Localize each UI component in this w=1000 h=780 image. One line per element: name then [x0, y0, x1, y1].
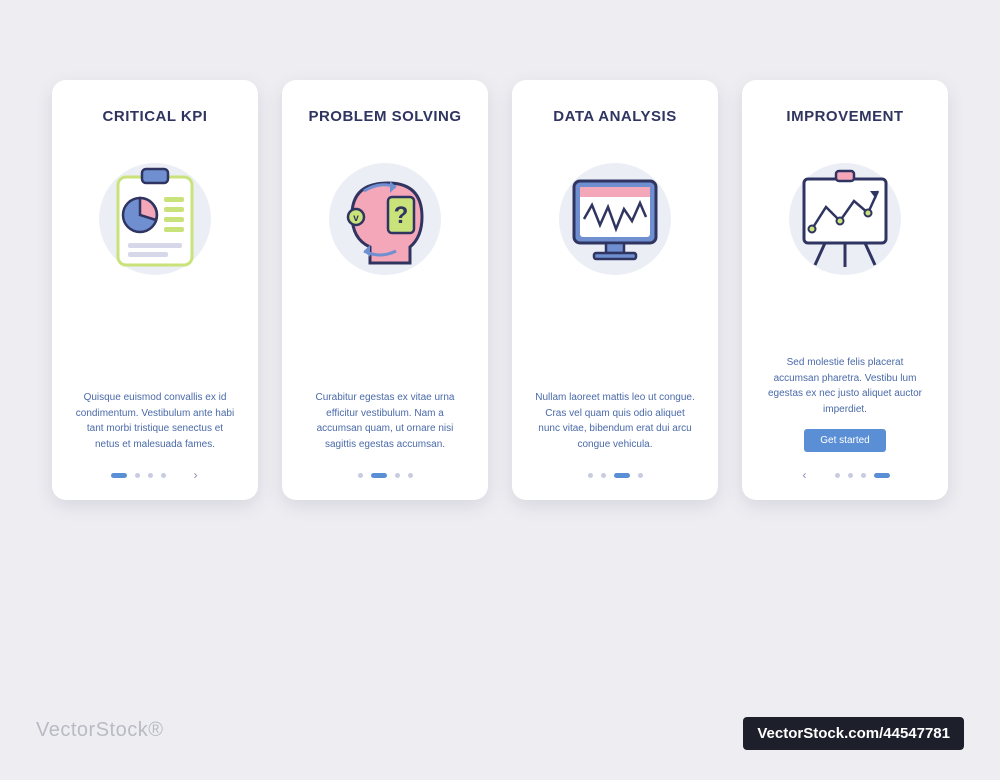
pager — [358, 468, 413, 482]
pager-dot[interactable] — [614, 473, 630, 478]
card-body: Quisque euismod convallis ex id condimen… — [70, 390, 240, 452]
easel-trend-icon — [770, 147, 920, 287]
card-title: CRITICAL KPI — [103, 108, 208, 125]
pager-dot[interactable] — [161, 473, 166, 478]
card-body: Curabitur egestas ex vitae urna efficitu… — [300, 390, 470, 452]
chevron-right-icon[interactable]: › — [192, 469, 200, 481]
pager: › — [111, 468, 200, 482]
card-data-analysis: DATA ANALYSIS Nullam laoreet mattis leo … — [512, 80, 718, 500]
svg-text:?: ? — [394, 202, 409, 229]
pager-dot[interactable] — [835, 473, 840, 478]
pager-dot[interactable] — [874, 473, 890, 478]
onboarding-cards-row: CRITICAL KPI Quisque euismod convallis e… — [50, 80, 950, 620]
pager-dot[interactable] — [861, 473, 866, 478]
card-problem-solving: PROBLEM SOLVING ? v Curabitur egestas ex… — [282, 80, 488, 500]
pager: ‹ — [801, 468, 890, 482]
pager-dot[interactable] — [111, 473, 127, 478]
get-started-button[interactable]: Get started — [804, 429, 885, 452]
card-improvement: IMPROVEMENT Sed molestie felis placerat … — [742, 80, 948, 500]
chevron-left-icon[interactable]: ‹ — [801, 469, 809, 481]
clipboard-pie-icon — [80, 147, 230, 287]
head-question-icon: ? v — [310, 147, 460, 287]
watermark-left: VectorStock® — [36, 719, 163, 742]
watermark-right: VectorStock.com/44547781 — [743, 717, 964, 750]
monitor-chart-icon — [540, 147, 690, 287]
pager-dot[interactable] — [358, 473, 363, 478]
pager-dot[interactable] — [588, 473, 593, 478]
card-title: IMPROVEMENT — [786, 108, 903, 125]
pager-dot[interactable] — [408, 473, 413, 478]
pager-dot[interactable] — [371, 473, 387, 478]
svg-text:v: v — [353, 213, 359, 224]
card-body: Nullam laoreet mattis leo ut congue. Cra… — [530, 390, 700, 452]
pager-dot[interactable] — [638, 473, 643, 478]
card-critical-kpi: CRITICAL KPI Quisque euismod convallis e… — [52, 80, 258, 500]
pager-dot[interactable] — [848, 473, 853, 478]
card-title: DATA ANALYSIS — [553, 108, 676, 125]
pager-dot[interactable] — [395, 473, 400, 478]
pager-dot[interactable] — [135, 473, 140, 478]
pager-dot[interactable] — [601, 473, 606, 478]
card-body: Sed molestie felis placerat accumsan pha… — [760, 355, 930, 417]
pager — [588, 468, 643, 482]
card-title: PROBLEM SOLVING — [308, 108, 461, 125]
pager-dot[interactable] — [148, 473, 153, 478]
